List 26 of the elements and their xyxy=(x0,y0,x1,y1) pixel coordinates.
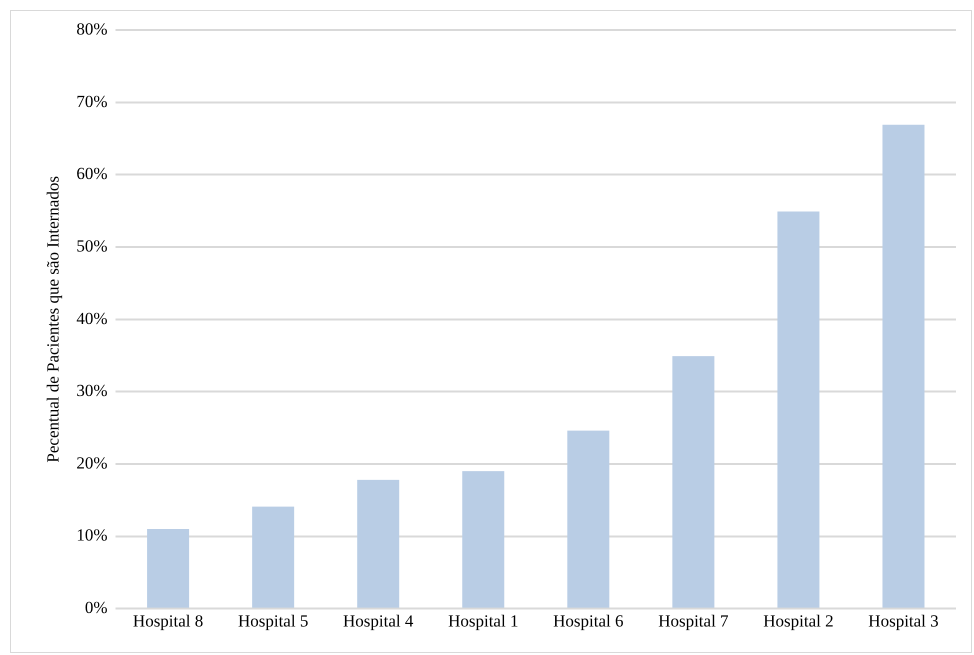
x-tick-label: Hospital 2 xyxy=(763,611,834,630)
bar xyxy=(672,356,714,608)
bar xyxy=(252,506,294,608)
y-tick-label: 80% xyxy=(76,19,108,38)
x-tick-label: Hospital 1 xyxy=(448,611,518,630)
bar xyxy=(882,124,924,608)
x-tick-label: Hospital 8 xyxy=(132,611,204,630)
y-tick-label: 0% xyxy=(84,598,108,618)
bar xyxy=(147,529,190,608)
y-axis-title: Pecentual de Pacientes que são Internados xyxy=(44,176,63,463)
x-tick-label: Hospital 6 xyxy=(553,611,624,630)
x-tick-label: Hospital 7 xyxy=(658,611,730,630)
y-tick-label: 10% xyxy=(76,526,108,545)
y-tick-label: 70% xyxy=(76,92,108,111)
y-tick-label: 50% xyxy=(76,236,108,256)
bar xyxy=(357,480,400,608)
y-tick-label: 60% xyxy=(76,164,108,184)
y-tick-label: 30% xyxy=(76,381,108,400)
bar xyxy=(462,471,504,608)
x-tick-label: Hospital 4 xyxy=(343,611,414,630)
x-tick-label: Hospital 3 xyxy=(868,611,939,630)
y-tick-label: 40% xyxy=(76,308,108,328)
x-tick-label: Hospital 5 xyxy=(238,611,308,630)
bar xyxy=(567,430,610,608)
bar xyxy=(777,212,820,608)
y-tick-label: 20% xyxy=(76,453,108,472)
